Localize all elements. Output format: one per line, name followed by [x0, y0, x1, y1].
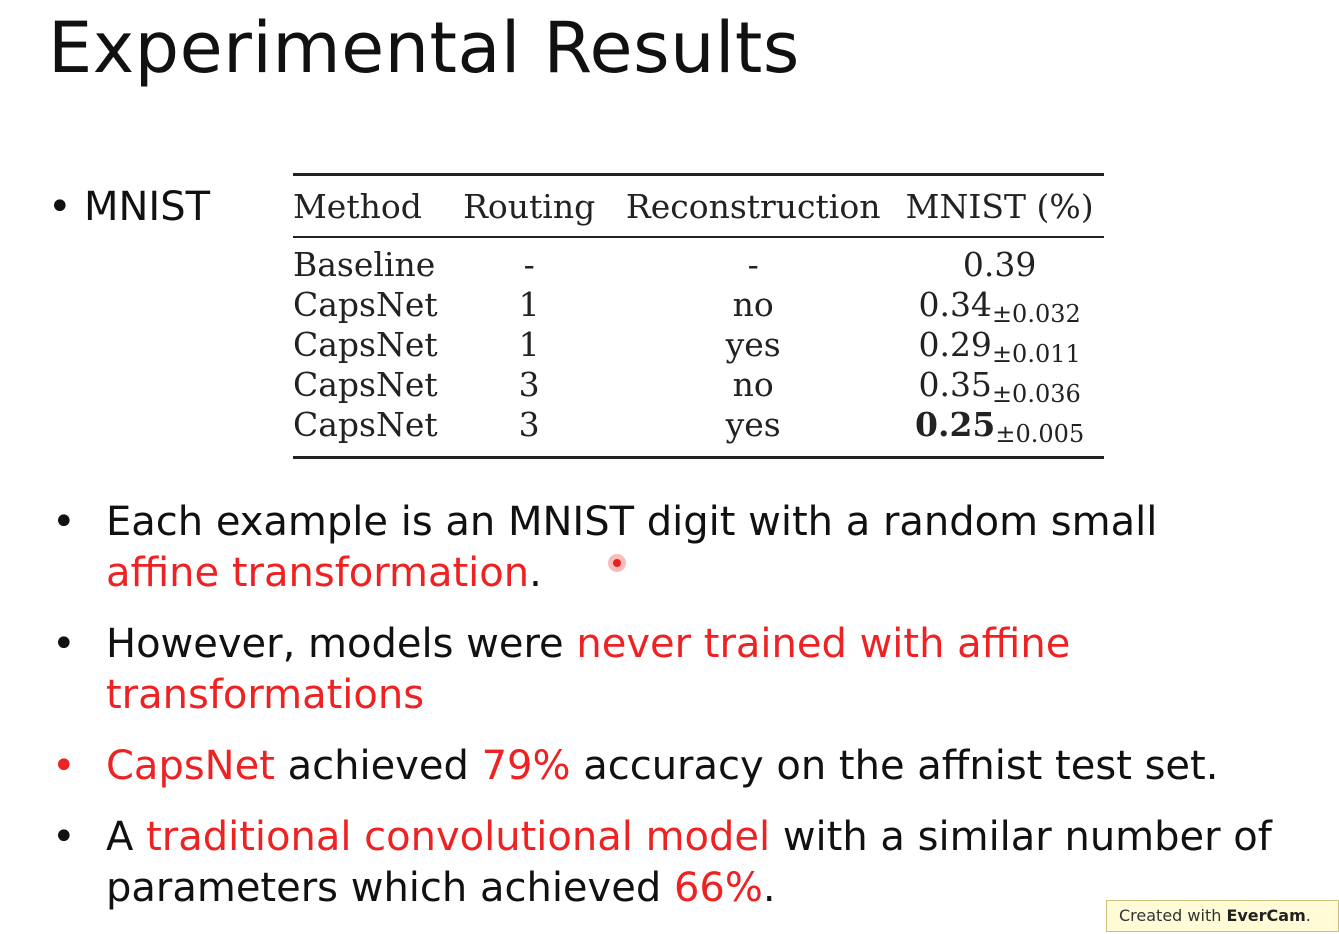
bullet-text: achieved [274, 743, 482, 789]
cell-mnist: 0.39 [896, 237, 1104, 284]
cell-routing: 1 [518, 324, 540, 364]
bullet-marker: • [52, 499, 76, 545]
bullet-item: • A traditional convolutional model with… [48, 812, 1278, 914]
table-row: CapsNet 3 no 0.35±0.036 [293, 364, 1104, 408]
table-row: CapsNet 3 yes 0.25±0.005 [293, 404, 1104, 458]
header-mnist: MNIST (%) [905, 186, 1094, 226]
bullet-marker: • [52, 743, 76, 789]
table-row: CapsNet 1 no 0.34±0.032 [293, 284, 1104, 328]
table-row: CapsNet 1 yes 0.29±0.011 [293, 324, 1104, 368]
cell-mnist-value-best: 0.25 [915, 404, 996, 444]
cell-routing: 1 [518, 284, 540, 324]
section-bullet: • MNIST [48, 182, 210, 232]
bullet-highlight: never trained with affine transformation… [106, 621, 1071, 718]
cell-method: CapsNet [293, 364, 438, 404]
bullet-marker: • [52, 621, 76, 667]
bullet-item: • CapsNet achieved 79% accuracy on the a… [48, 741, 1278, 792]
bullet-item: • However, models were never trained wit… [48, 619, 1278, 721]
bullet-text: A [106, 814, 147, 860]
cell-mnist: 0.25±0.005 [896, 404, 1104, 458]
header-reconstruction: Reconstruction [625, 186, 881, 226]
cell-method: Baseline [293, 244, 436, 284]
cell-mnist: 0.29±0.011 [896, 324, 1104, 368]
cell-mnist-std: ±0.036 [991, 379, 1081, 408]
cell-mnist-value: 0.35 [918, 364, 992, 404]
bullet-item: • Each example is an MNIST digit with a … [48, 497, 1278, 599]
cell-reconstruction: - [747, 244, 759, 284]
bullet-text: . [762, 865, 776, 911]
bullet-text: Each example is an MNIST digit with a ra… [106, 499, 1158, 545]
bullet-highlight: 79% [481, 743, 571, 789]
cell-reconstruction: yes [725, 324, 781, 364]
cell-mnist-value: 0.34 [918, 284, 992, 324]
cell-mnist-value: 0.29 [918, 324, 992, 364]
cell-method: CapsNet [293, 324, 438, 364]
bullet-list: • Each example is an MNIST digit with a … [48, 497, 1278, 934]
cell-mnist-std: ±0.005 [995, 419, 1085, 448]
cell-reconstruction: no [732, 364, 774, 404]
slide-title: Experimental Results [48, 7, 800, 89]
bullet-text: with a similar number of parameters whic… [106, 814, 1272, 911]
results-table: Method Routing Reconstruction MNIST (%) … [293, 173, 1104, 459]
bullet-highlight: affine transformation [106, 550, 530, 596]
cell-mnist-std: ±0.032 [991, 299, 1081, 328]
bullet-highlight: 66% [673, 865, 763, 911]
bullet-highlight: traditional convolutional model [146, 814, 771, 860]
bullet-highlight: CapsNet [106, 743, 275, 789]
pointer-cursor [608, 554, 626, 572]
table-header-row: Method Routing Reconstruction MNIST (%) [293, 174, 1104, 237]
header-method: Method [293, 186, 422, 226]
header-routing: Routing [463, 186, 596, 226]
cell-mnist: 0.35±0.036 [896, 364, 1104, 408]
cell-routing: 3 [518, 364, 540, 404]
bullet-text: . [529, 550, 542, 596]
cell-mnist-std: ±0.011 [991, 339, 1081, 368]
watermark-brand: EverCam [1226, 906, 1306, 925]
bullet-marker: • [48, 184, 72, 230]
watermark-suffix: . [1305, 906, 1311, 925]
cell-mnist: 0.34±0.032 [896, 284, 1104, 328]
bullet-marker: • [52, 814, 76, 860]
cell-routing: - [523, 244, 535, 284]
evercam-watermark: Created with EverCam. [1106, 900, 1339, 932]
cell-routing: 3 [518, 404, 540, 444]
section-label: MNIST [84, 184, 211, 230]
bullet-text: However, models were [106, 621, 577, 667]
watermark-prefix: Created with [1119, 906, 1227, 925]
cell-mnist-value: 0.39 [962, 244, 1037, 284]
cell-reconstruction: yes [725, 404, 781, 444]
cell-method: CapsNet [293, 404, 438, 444]
cell-method: CapsNet [293, 284, 438, 324]
cell-reconstruction: no [732, 284, 774, 324]
bullet-text: accuracy on the affnist test set. [570, 743, 1219, 789]
table-row: Baseline - - 0.39 [293, 237, 1104, 284]
